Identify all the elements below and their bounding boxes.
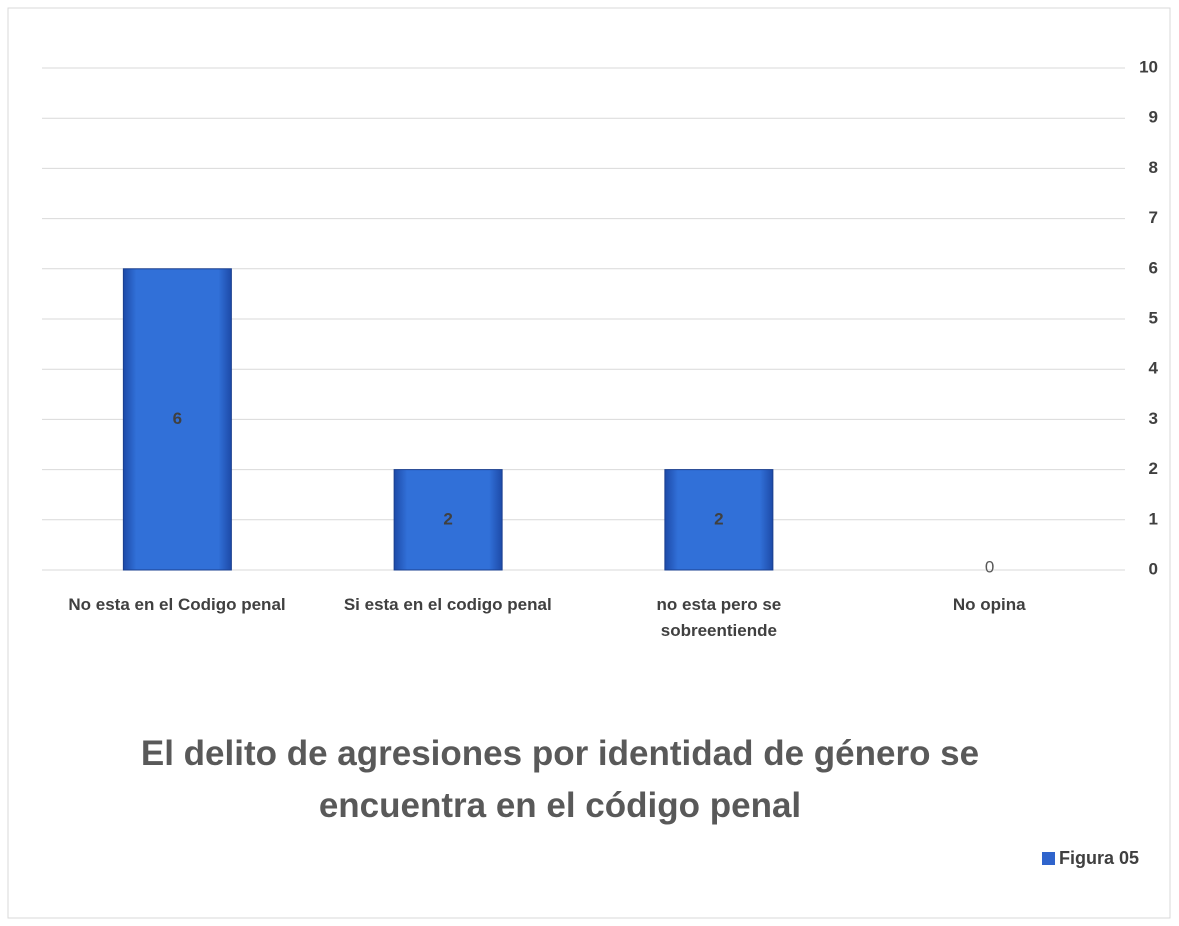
data-label: 6 (173, 409, 182, 428)
bar (122, 268, 232, 571)
x-tick-label: No esta en el Codigo penal (68, 595, 286, 614)
chart-title: El delito de agresiones por identidad de… (140, 734, 980, 825)
x-tick-label: No opina (952, 595, 1026, 614)
legend-swatch (1041, 852, 1055, 865)
y-tick-label: 1 (1149, 509, 1158, 528)
y-tick-label: 5 (1149, 308, 1158, 327)
y-tick-label: 8 (1149, 158, 1158, 177)
y-tick-label: 10 (1139, 57, 1158, 76)
data-label: 2 (714, 509, 723, 528)
bar (664, 469, 774, 571)
y-tick-label: 6 (1149, 258, 1158, 277)
data-label: 0 (985, 557, 994, 576)
chart-border (7, 7, 1171, 919)
y-tick-label: 9 (1149, 108, 1158, 127)
x-tick-label: Si esta en el codigo penal (343, 595, 552, 614)
y-tick-label: 4 (1149, 359, 1159, 378)
legend: Figura 05 (1041, 848, 1139, 869)
legend-label: Figura 05 (1058, 848, 1139, 868)
y-tick-label: 7 (1149, 208, 1158, 227)
y-tick-label: 0 (1149, 559, 1158, 578)
y-tick-label: 2 (1149, 459, 1158, 478)
x-tick-label: no esta pero se sobreentiende (656, 595, 782, 640)
bar (393, 469, 503, 571)
y-tick-label: 3 (1149, 409, 1158, 428)
data-label: 2 (443, 509, 452, 528)
